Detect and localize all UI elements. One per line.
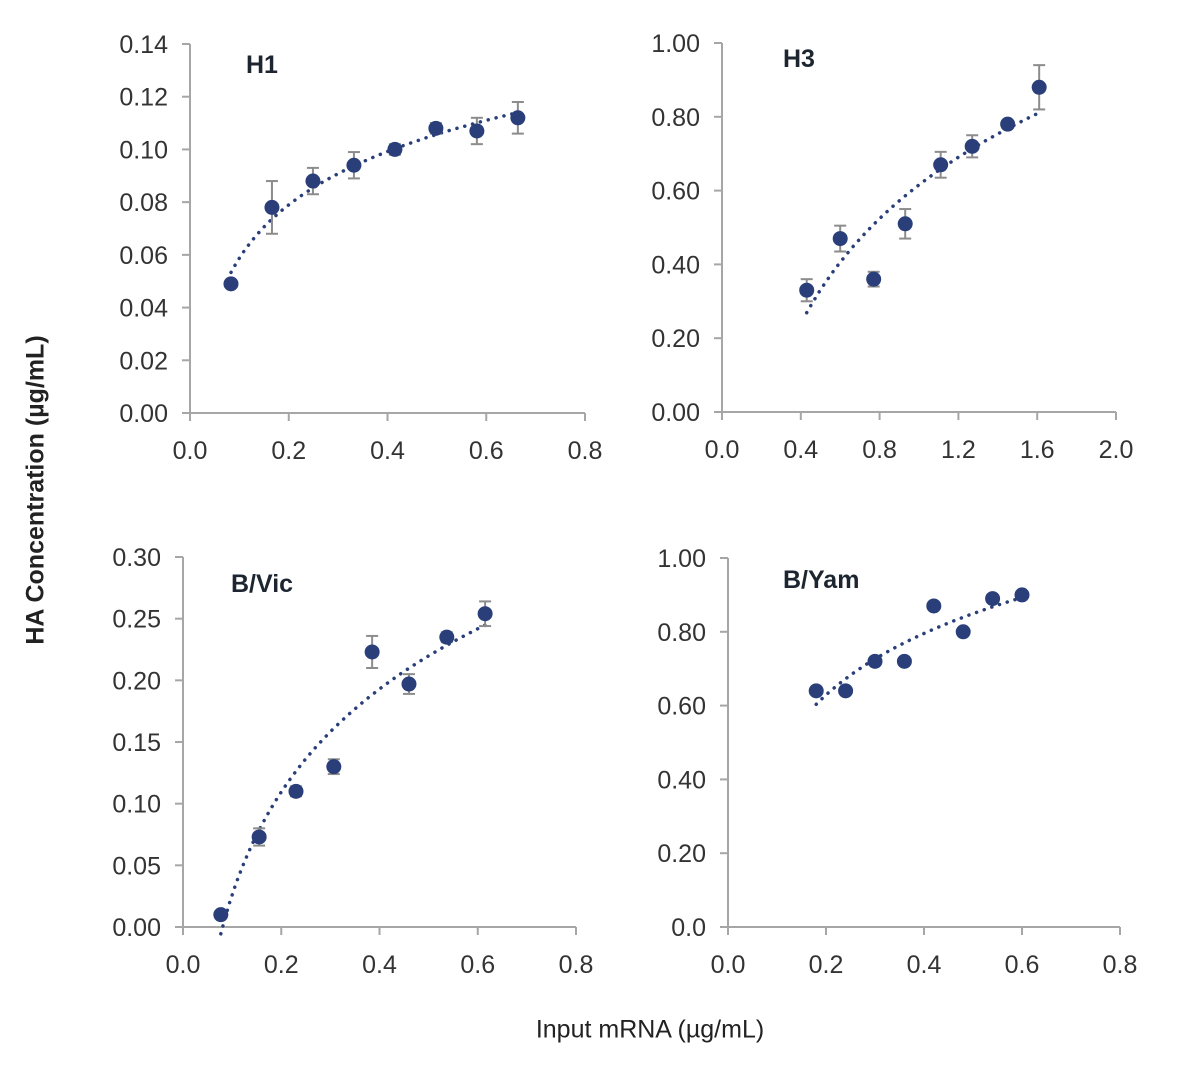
panel-title: H3 xyxy=(783,45,815,73)
data-point xyxy=(401,676,417,692)
data-point xyxy=(808,683,824,699)
y-tick-label: 0.30 xyxy=(112,544,161,572)
data-point xyxy=(867,653,883,669)
x-tick-label: 0.0 xyxy=(705,436,740,464)
x-tick-label: 0.0 xyxy=(166,951,201,979)
x-tick-label: 0.4 xyxy=(370,437,405,465)
data-point xyxy=(985,591,1001,607)
y-tick-label: 0.06 xyxy=(119,242,168,270)
trendline xyxy=(229,110,520,275)
trendline xyxy=(219,623,487,936)
y-tick-label: 1.00 xyxy=(651,30,700,58)
data-point xyxy=(838,683,854,699)
y-tick-label: 0.80 xyxy=(657,619,706,647)
y-tick-label: 0.00 xyxy=(112,914,161,942)
panel-byam: 0.0 0.20 0.40 0.60 0.80 1.00 0.0 0.2 0.4 0.6 0.8 B/… xyxy=(657,545,1137,979)
y-tick-label: 0.15 xyxy=(112,729,161,757)
data-point xyxy=(933,157,949,173)
data-point xyxy=(897,216,913,232)
y-tick-label: 0.60 xyxy=(651,178,700,206)
y-tick-label: 0.0 xyxy=(671,914,706,942)
panel-h1: 0.00 0.02 0.04 0.06 0.08 0.10 0.12 0.14 0.0 0.2 0.… xyxy=(119,31,602,465)
panel-title: B/Yam xyxy=(783,566,859,594)
data-point xyxy=(364,644,380,660)
x-tick-label: 0.6 xyxy=(469,437,504,465)
panel-title: B/Vic xyxy=(231,570,293,598)
data-point xyxy=(346,157,362,173)
y-tick-label: 0.10 xyxy=(112,791,161,819)
data-point xyxy=(288,783,304,799)
y-tick-label: 0.20 xyxy=(651,325,700,353)
trendline xyxy=(804,110,1041,315)
y-tick-label: 0.02 xyxy=(119,347,168,375)
data-point xyxy=(1014,587,1030,603)
y-tick-label: 0.10 xyxy=(119,136,168,164)
data-point xyxy=(1031,79,1047,95)
x-tick-label: 0.4 xyxy=(907,951,942,979)
x-tick-label: 1.6 xyxy=(1020,436,1055,464)
data-point xyxy=(251,829,267,845)
y-tick-label: 1.00 xyxy=(657,545,706,573)
y-tick-label: 0.80 xyxy=(651,104,700,132)
x-tick-label: 0.8 xyxy=(568,437,603,465)
y-tick-label: 0.20 xyxy=(657,840,706,868)
y-tick-label: 0.08 xyxy=(119,189,168,217)
data-point xyxy=(213,907,229,923)
data-point xyxy=(964,138,980,154)
x-tick-label: 0.4 xyxy=(783,436,818,464)
panel-bvic: 0.00 0.05 0.10 0.15 0.20 0.25 0.30 0.0 0.2 0.4 0.6… xyxy=(112,544,593,979)
x-tick-label: 0.6 xyxy=(1005,951,1040,979)
data-point xyxy=(1000,116,1016,132)
y-tick-label: 0.05 xyxy=(112,852,161,880)
y-tick-label: 0.14 xyxy=(119,31,168,59)
x-tick-label: 0.2 xyxy=(809,951,844,979)
data-point xyxy=(832,231,848,247)
x-tick-label: 1.2 xyxy=(941,436,976,464)
data-point xyxy=(799,282,815,298)
y-axis-label: HA Concentration (µg/mL) xyxy=(21,335,50,645)
x-tick-label: 0.8 xyxy=(1103,951,1138,979)
data-point xyxy=(428,120,444,136)
data-point xyxy=(439,629,455,645)
panel-h3: 0.00 0.20 0.40 0.60 0.80 1.00 0.0 0.4 0.8 1.2 1.6 2… xyxy=(651,30,1133,464)
data-point xyxy=(223,276,239,292)
y-tick-label: 0.25 xyxy=(112,606,161,634)
x-tick-label: 0.8 xyxy=(559,951,594,979)
x-tick-label: 0.4 xyxy=(362,951,397,979)
y-tick-label: 0.20 xyxy=(112,667,161,695)
y-tick-label: 0.00 xyxy=(651,399,700,427)
x-tick-label: 0.2 xyxy=(264,951,299,979)
data-point xyxy=(305,173,321,189)
data-point xyxy=(896,653,912,669)
x-tick-label: 0.2 xyxy=(271,437,306,465)
x-axis-label: Input mRNA (µg/mL) xyxy=(535,1015,765,1044)
x-tick-label: 0.0 xyxy=(173,437,208,465)
data-point xyxy=(510,110,526,126)
y-tick-label: 0.12 xyxy=(119,84,168,112)
data-point xyxy=(866,271,882,287)
data-point xyxy=(264,199,280,215)
y-tick-label: 0.40 xyxy=(651,251,700,279)
panel-title: H1 xyxy=(246,51,278,79)
data-point xyxy=(955,624,971,640)
data-point xyxy=(469,123,485,139)
data-point xyxy=(926,598,942,614)
data-point xyxy=(477,606,493,622)
data-point xyxy=(326,759,342,775)
x-tick-label: 0.6 xyxy=(460,951,495,979)
y-tick-label: 0.60 xyxy=(657,693,706,721)
y-tick-label: 0.40 xyxy=(657,766,706,794)
y-tick-label: 0.04 xyxy=(119,295,168,323)
data-point xyxy=(387,141,403,157)
x-tick-label: 0.8 xyxy=(862,436,897,464)
x-tick-label: 2.0 xyxy=(1099,436,1134,464)
y-tick-label: 0.00 xyxy=(119,400,168,428)
x-tick-label: 0.0 xyxy=(711,951,746,979)
